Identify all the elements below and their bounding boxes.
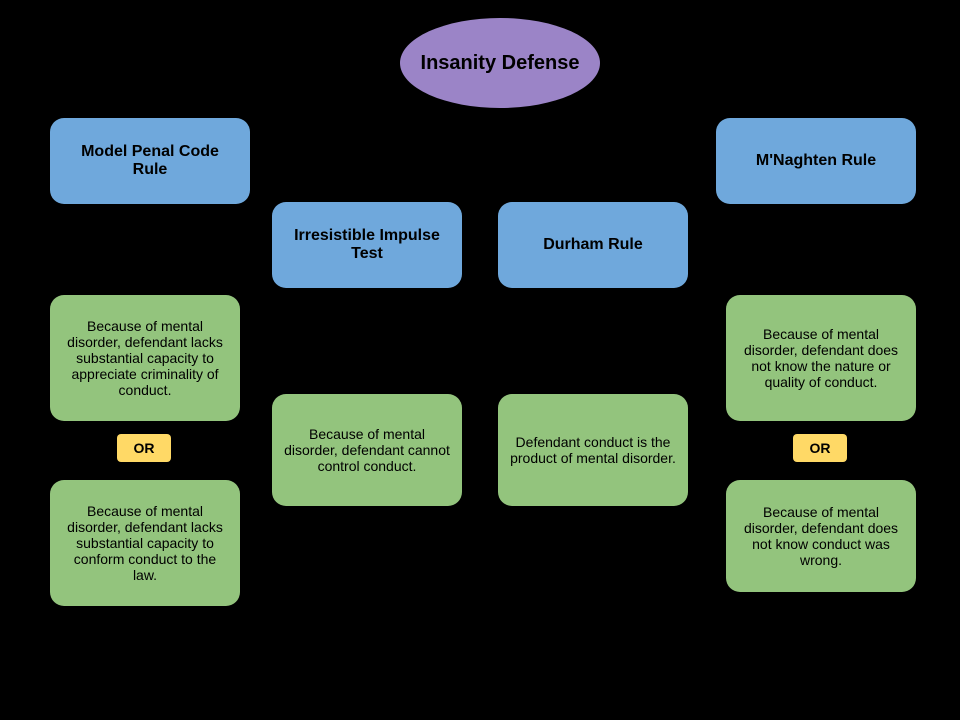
- criterion-text: Because of mental disorder, defendant ca…: [284, 426, 450, 474]
- criterion-text: Defendant conduct is the product of ment…: [510, 434, 676, 466]
- rule-label: Durham Rule: [543, 236, 643, 254]
- criterion-text: Because of mental disorder, defendant do…: [738, 326, 904, 390]
- criterion-durham-1: Defendant conduct is the product of ment…: [498, 394, 688, 506]
- or-label-left: OR: [117, 434, 171, 462]
- rule-mnaghten: M'Naghten Rule: [716, 118, 916, 204]
- criterion-mnaghten-1: Because of mental disorder, defendant do…: [726, 295, 916, 421]
- criterion-text: Because of mental disorder, defendant la…: [62, 503, 228, 583]
- or-label-right: OR: [793, 434, 847, 462]
- rule-label: Irresistible Impulse Test: [284, 227, 450, 263]
- or-text: OR: [134, 440, 155, 456]
- title-text: Insanity Defense: [421, 52, 580, 75]
- criterion-text: Because of mental disorder, defendant do…: [738, 504, 904, 568]
- rule-durham: Durham Rule: [498, 202, 688, 288]
- criterion-mpc-2: Because of mental disorder, defendant la…: [50, 480, 240, 606]
- rule-label: M'Naghten Rule: [756, 152, 876, 170]
- rule-irresistible: Irresistible Impulse Test: [272, 202, 462, 288]
- rule-mpc: Model Penal Code Rule: [50, 118, 250, 204]
- criterion-mnaghten-2: Because of mental disorder, defendant do…: [726, 480, 916, 592]
- rule-label: Model Penal Code Rule: [62, 143, 238, 179]
- criterion-irresistible-1: Because of mental disorder, defendant ca…: [272, 394, 462, 506]
- criterion-text: Because of mental disorder, defendant la…: [62, 318, 228, 398]
- title-node: Insanity Defense: [400, 18, 600, 108]
- or-text: OR: [810, 440, 831, 456]
- criterion-mpc-1: Because of mental disorder, defendant la…: [50, 295, 240, 421]
